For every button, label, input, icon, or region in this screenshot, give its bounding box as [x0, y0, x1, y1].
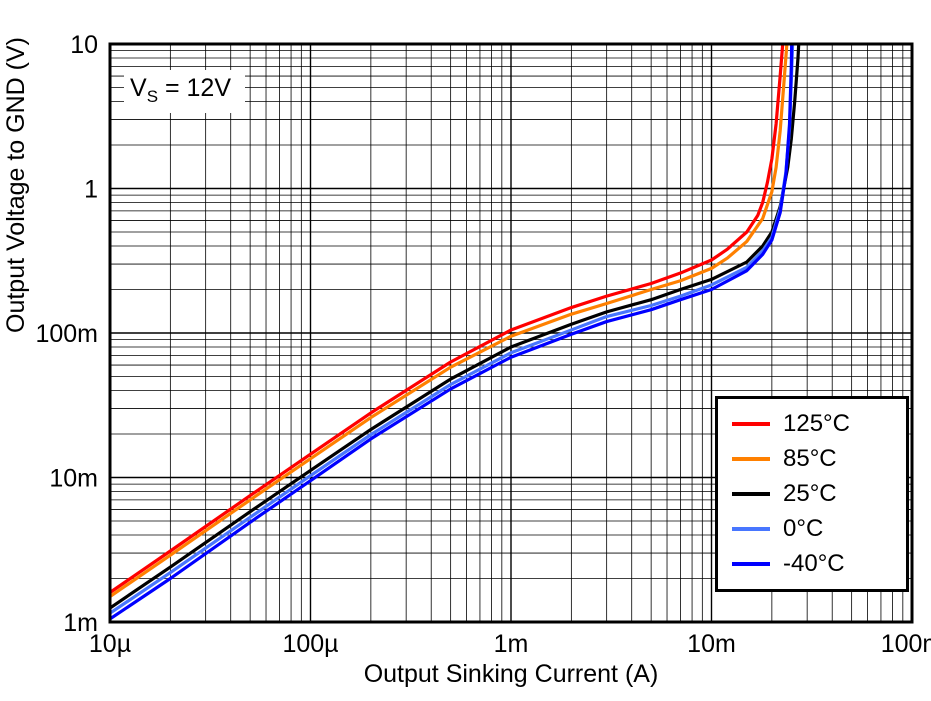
annotation-subscript: S: [146, 87, 159, 106]
series-line-85°C: [110, 44, 789, 599]
supply-voltage-annotation: VS = 12V: [124, 70, 246, 113]
legend-label: 0°C: [783, 515, 824, 542]
legend-item: 0°C: [732, 515, 894, 542]
legend-swatch: [732, 527, 770, 531]
y-tick-label: 10m: [49, 465, 98, 493]
series-line-125°C: [110, 44, 785, 595]
annotation-rest: = 12V: [158, 74, 232, 102]
legend-label: 85°C: [783, 445, 837, 472]
x-axis-title: Output Sinking Current (A): [363, 660, 659, 688]
series-curves: [110, 44, 801, 621]
legend-swatch: [732, 562, 770, 566]
annotation-var: V: [130, 74, 147, 102]
x-tick-label: 100m: [881, 630, 931, 658]
plot-frame: [108, 42, 914, 624]
x-tick-label: 1m: [494, 630, 529, 658]
y-tick-label: 100m: [35, 320, 98, 348]
y-tick-label: 1: [84, 176, 98, 204]
legend-swatch: [732, 422, 770, 426]
legend-item: 85°C: [732, 445, 894, 472]
series-line--40°C: [110, 44, 794, 621]
legend-swatch: [732, 457, 770, 461]
y-tick-label: 1m: [63, 609, 98, 637]
legend-item: 25°C: [732, 480, 894, 507]
legend-label: 125°C: [783, 410, 850, 437]
x-tick-label: 100µ: [282, 630, 338, 658]
legend-item: 125°C: [732, 410, 894, 437]
series-line-25°C: [110, 44, 801, 610]
tick-labels: 10µ 100µ 1m 10m 100m 1m 10m 100m 1 10: [35, 31, 931, 658]
legend-item: -40°C: [732, 550, 894, 577]
x-tick-label: 10m: [687, 630, 736, 658]
legend-label: -40°C: [783, 550, 845, 577]
legend-label: 25°C: [783, 480, 837, 507]
y-tick-label: 10: [70, 31, 98, 59]
x-tick-label: 10µ: [89, 630, 131, 658]
legend: 125°C 85°C 25°C 0°C -40°C: [715, 396, 909, 592]
legend-swatch: [732, 492, 770, 496]
